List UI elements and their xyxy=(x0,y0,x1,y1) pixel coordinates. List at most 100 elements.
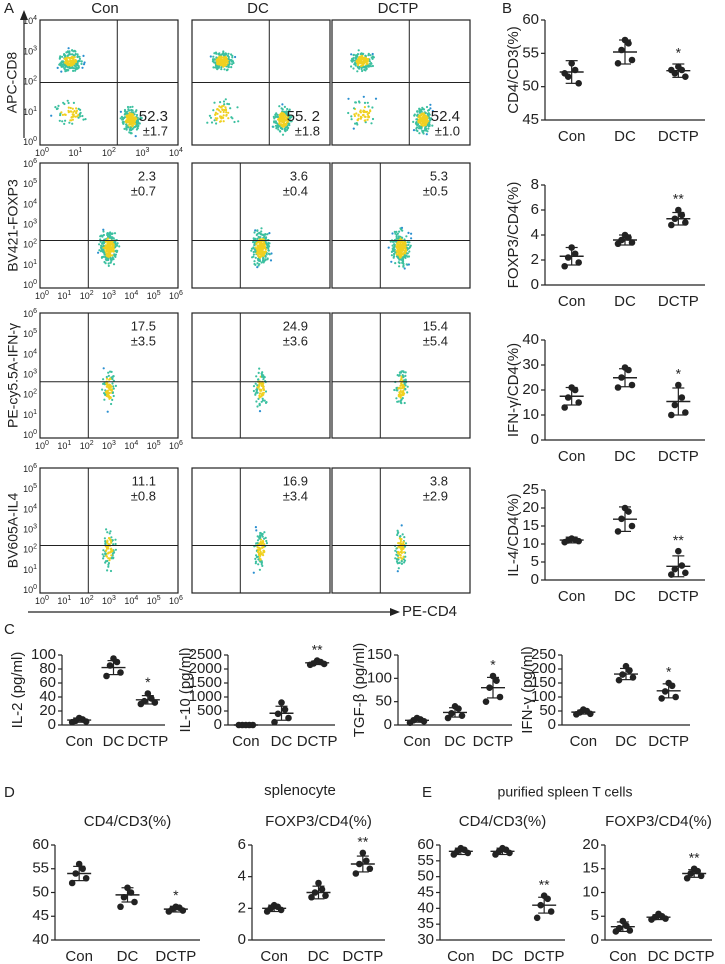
event-dot xyxy=(219,101,222,104)
y-tick-label: 0 xyxy=(48,716,56,733)
event-dot xyxy=(126,110,129,113)
event-dot xyxy=(428,117,431,120)
data-point xyxy=(671,565,679,573)
event-dot xyxy=(352,67,355,70)
y-tick-label: 4 xyxy=(238,868,246,885)
event-dot xyxy=(258,568,261,571)
data-point xyxy=(281,706,289,713)
event-dot xyxy=(119,117,122,120)
event-dot xyxy=(265,542,268,545)
event-dot xyxy=(107,562,110,565)
event-dot xyxy=(135,109,138,112)
panel-letter: C xyxy=(4,621,15,638)
event-dot xyxy=(108,385,112,388)
x-tick-label: 100 xyxy=(35,595,49,607)
event-dot xyxy=(418,127,421,130)
event-dot xyxy=(255,233,258,237)
event-dot xyxy=(259,553,262,556)
tick-exp: 4 xyxy=(179,147,183,154)
event-dot xyxy=(74,52,77,56)
event-dot xyxy=(105,250,109,253)
event-dot xyxy=(400,240,403,243)
data-point xyxy=(668,221,675,229)
event-dot xyxy=(253,243,256,246)
event-dot xyxy=(230,66,233,69)
event-dot xyxy=(216,112,219,115)
data-point xyxy=(444,714,452,722)
data-point xyxy=(359,849,367,857)
event-dot xyxy=(70,60,73,63)
event-dot xyxy=(395,547,398,550)
event-dot xyxy=(125,112,128,115)
event-dot xyxy=(350,118,353,121)
event-dot xyxy=(272,115,275,118)
tick-base: 10 xyxy=(23,350,33,360)
event-dot xyxy=(367,111,371,115)
event-dot xyxy=(262,391,265,394)
event-dot xyxy=(266,258,269,261)
data-point xyxy=(678,211,686,219)
x-tick-label: Con xyxy=(570,733,598,750)
event-dot xyxy=(50,114,53,117)
event-dot xyxy=(61,63,64,66)
event-dot xyxy=(404,378,407,381)
event-dot xyxy=(359,61,362,64)
x-tick-label: 101 xyxy=(57,595,71,607)
event-dot xyxy=(254,246,257,249)
event-dot xyxy=(420,109,423,112)
event-dot xyxy=(109,530,112,533)
y-tick-label: 102 xyxy=(23,389,37,401)
event-dot xyxy=(358,101,361,104)
quadrant-value: 24.9 xyxy=(283,318,308,333)
event-dot xyxy=(399,556,402,559)
y-axis-label: CD4/CD3(%) xyxy=(505,26,522,114)
event-dot xyxy=(396,389,399,392)
x-tick-label: Con xyxy=(558,128,586,145)
event-dot xyxy=(106,541,109,544)
event-dot xyxy=(60,111,63,114)
event-dot xyxy=(111,382,114,385)
event-dot xyxy=(262,246,265,249)
data-point xyxy=(571,386,579,394)
event-dot xyxy=(398,244,401,247)
event-dot xyxy=(400,226,404,229)
data-point xyxy=(366,865,374,873)
event-dot xyxy=(217,65,221,68)
event-dot xyxy=(396,232,399,235)
event-dot xyxy=(402,555,405,558)
event-dot xyxy=(206,121,209,124)
event-dot xyxy=(66,50,69,54)
x-tick-label: Con xyxy=(558,448,586,465)
y-axis-label: IFN-γ (pg/ml) xyxy=(519,646,536,734)
event-dot xyxy=(402,541,405,544)
event-dot xyxy=(286,127,290,130)
data-point xyxy=(625,508,632,515)
event-dot xyxy=(255,390,258,394)
event-dot xyxy=(364,119,367,122)
event-dot xyxy=(126,120,129,124)
x-tick-label: DCTP xyxy=(674,948,715,964)
event-dot xyxy=(106,546,109,549)
event-dot xyxy=(413,114,416,117)
x-tick-label: 103 xyxy=(102,595,116,607)
event-dot xyxy=(281,133,285,136)
tick-base: 10 xyxy=(23,77,33,87)
event-dot xyxy=(278,120,281,123)
data-point xyxy=(575,80,582,87)
y-tick-label: 45 xyxy=(522,111,539,128)
event-dot xyxy=(361,61,364,64)
x-tick-label: 106 xyxy=(169,440,183,452)
event-dot xyxy=(402,248,405,251)
event-dot xyxy=(256,550,259,554)
data-point xyxy=(678,562,686,569)
y-tick-label: 102 xyxy=(23,544,37,556)
event-dot xyxy=(68,66,71,69)
event-dot xyxy=(107,371,110,374)
event-dot xyxy=(262,242,266,245)
event-dot xyxy=(110,250,113,253)
event-dot xyxy=(399,256,402,259)
event-dot xyxy=(258,367,261,370)
x-tick-label: DCTP xyxy=(658,448,699,465)
event-dot xyxy=(353,113,356,116)
event-dot xyxy=(252,253,255,256)
